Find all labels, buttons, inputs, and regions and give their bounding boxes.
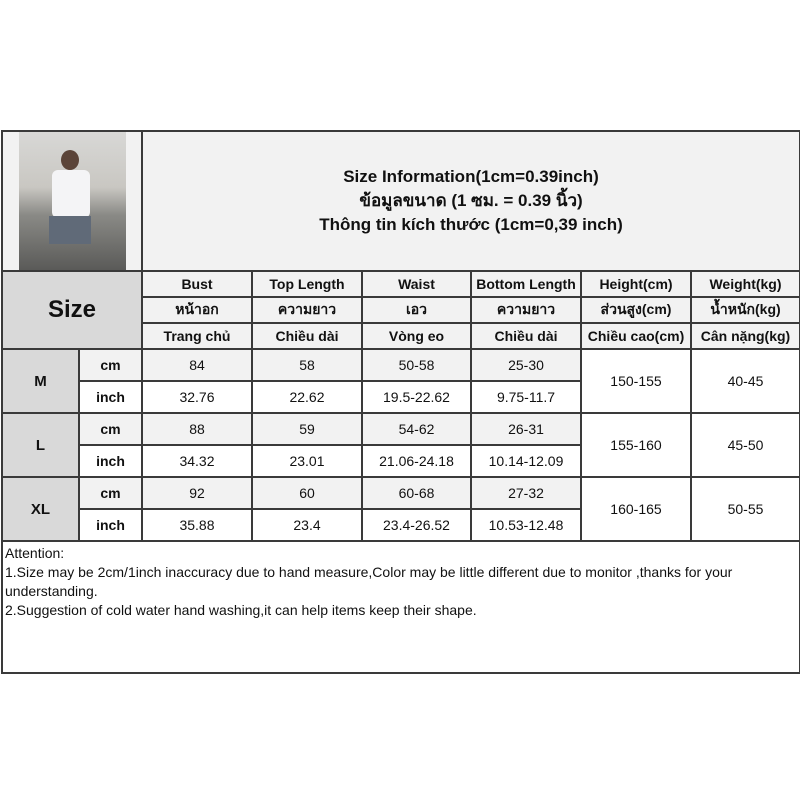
table-row: XL cm 92 60 60-68 27-32 160-165 50-55	[1, 476, 800, 542]
table-row: L cm 88 59 54-62 26-31 155-160 45-50	[1, 412, 800, 478]
product-photo-cell	[1, 130, 143, 272]
cell: 58	[251, 348, 363, 382]
col-header-th: ความยาว	[251, 296, 363, 324]
table-row: inch 34.32 23.01 21.06-24.18 10.14-12.09	[2, 444, 800, 478]
cell: 60	[251, 476, 363, 510]
cell: 23.4-26.52	[361, 508, 472, 542]
cell: 84	[141, 348, 253, 382]
unit-inch: inch	[78, 380, 143, 414]
cell: 32.76	[141, 380, 253, 414]
col-header-vi: Chiều dài	[470, 322, 582, 350]
col-header-en: Bust	[141, 270, 253, 298]
cell: 92	[141, 476, 253, 510]
height-cell: 155-160	[580, 412, 692, 478]
unit-cm: cm	[78, 412, 143, 446]
cell: 22.62	[251, 380, 363, 414]
col-header-vi: Chiều cao(cm)	[580, 322, 692, 350]
cell: 21.06-24.18	[361, 444, 472, 478]
attention-heading: Attention:	[5, 545, 65, 561]
height-cell: 160-165	[580, 476, 692, 542]
title-vi: Thông tin kích thước (1cm=0,39 inch)	[319, 215, 623, 234]
weight-cell: 50-55	[690, 476, 800, 542]
weight-cell: 45-50	[690, 412, 800, 478]
col-header-vi: Trang chủ	[141, 322, 253, 350]
size-header: Size	[1, 270, 143, 350]
cell: 59	[251, 412, 363, 446]
attention-line-2: 2.Suggestion of cold water hand washing,…	[5, 602, 477, 618]
col-header-th: ความยาว	[470, 296, 582, 324]
cell: 34.32	[141, 444, 253, 478]
unit-cm: cm	[78, 476, 143, 510]
attention-line-1: 1.Size may be 2cm/1inch inaccuracy due t…	[5, 564, 733, 599]
col-header-vi: Vòng eo	[361, 322, 472, 350]
col-header-en: Waist	[361, 270, 472, 298]
cell: 60-68	[361, 476, 472, 510]
size-chart-table: Size Information(1cm=0.39inch) ข้อมูลขนา…	[1, 130, 800, 674]
unit-cm: cm	[78, 348, 143, 382]
col-header-en: Weight(kg)	[690, 270, 800, 298]
weight-cell: 40-45	[690, 348, 800, 414]
cell: 9.75-11.7	[470, 380, 582, 414]
size-info-header: Size Information(1cm=0.39inch) ข้อมูลขนา…	[141, 130, 800, 272]
cell: 54-62	[361, 412, 472, 446]
unit-inch: inch	[78, 444, 143, 478]
attention-notes: Attention: 1.Size may be 2cm/1inch inacc…	[1, 540, 800, 674]
table-row: M cm 84 58 50-58 25-30 150-155 40-45	[1, 348, 800, 414]
col-header-th: เอว	[361, 296, 472, 324]
cell: 23.4	[251, 508, 363, 542]
col-header-th: ส่วนสูง(cm)	[580, 296, 692, 324]
col-header-th: หน้าอก	[141, 296, 253, 324]
cell: 23.01	[251, 444, 363, 478]
cell: 35.88	[141, 508, 253, 542]
cell: 27-32	[470, 476, 582, 510]
size-label: XL	[1, 476, 80, 542]
col-header-th: น้ำหนัก(kg)	[690, 296, 800, 324]
col-header-vi: Cân nặng(kg)	[690, 322, 800, 350]
title-th: ข้อมูลขนาด (1 ซม. = 0.39 นิ้ว)	[359, 191, 583, 210]
title-en: Size Information(1cm=0.39inch)	[343, 167, 599, 186]
cell: 19.5-22.62	[361, 380, 472, 414]
col-header-vi: Chiều dài	[251, 322, 363, 350]
size-label: M	[1, 348, 80, 414]
col-header-en: Height(cm)	[580, 270, 692, 298]
cell: 26-31	[470, 412, 582, 446]
col-header-en: Bottom Length	[470, 270, 582, 298]
cell: 88	[141, 412, 253, 446]
col-header-en: Top Length	[251, 270, 363, 298]
product-photo	[18, 133, 126, 269]
height-cell: 150-155	[580, 348, 692, 414]
cell: 50-58	[361, 348, 472, 382]
size-label: L	[1, 412, 80, 478]
cell: 10.14-12.09	[470, 444, 582, 478]
unit-inch: inch	[78, 508, 143, 542]
cell: 25-30	[470, 348, 582, 382]
cell: 10.53-12.48	[470, 508, 582, 542]
